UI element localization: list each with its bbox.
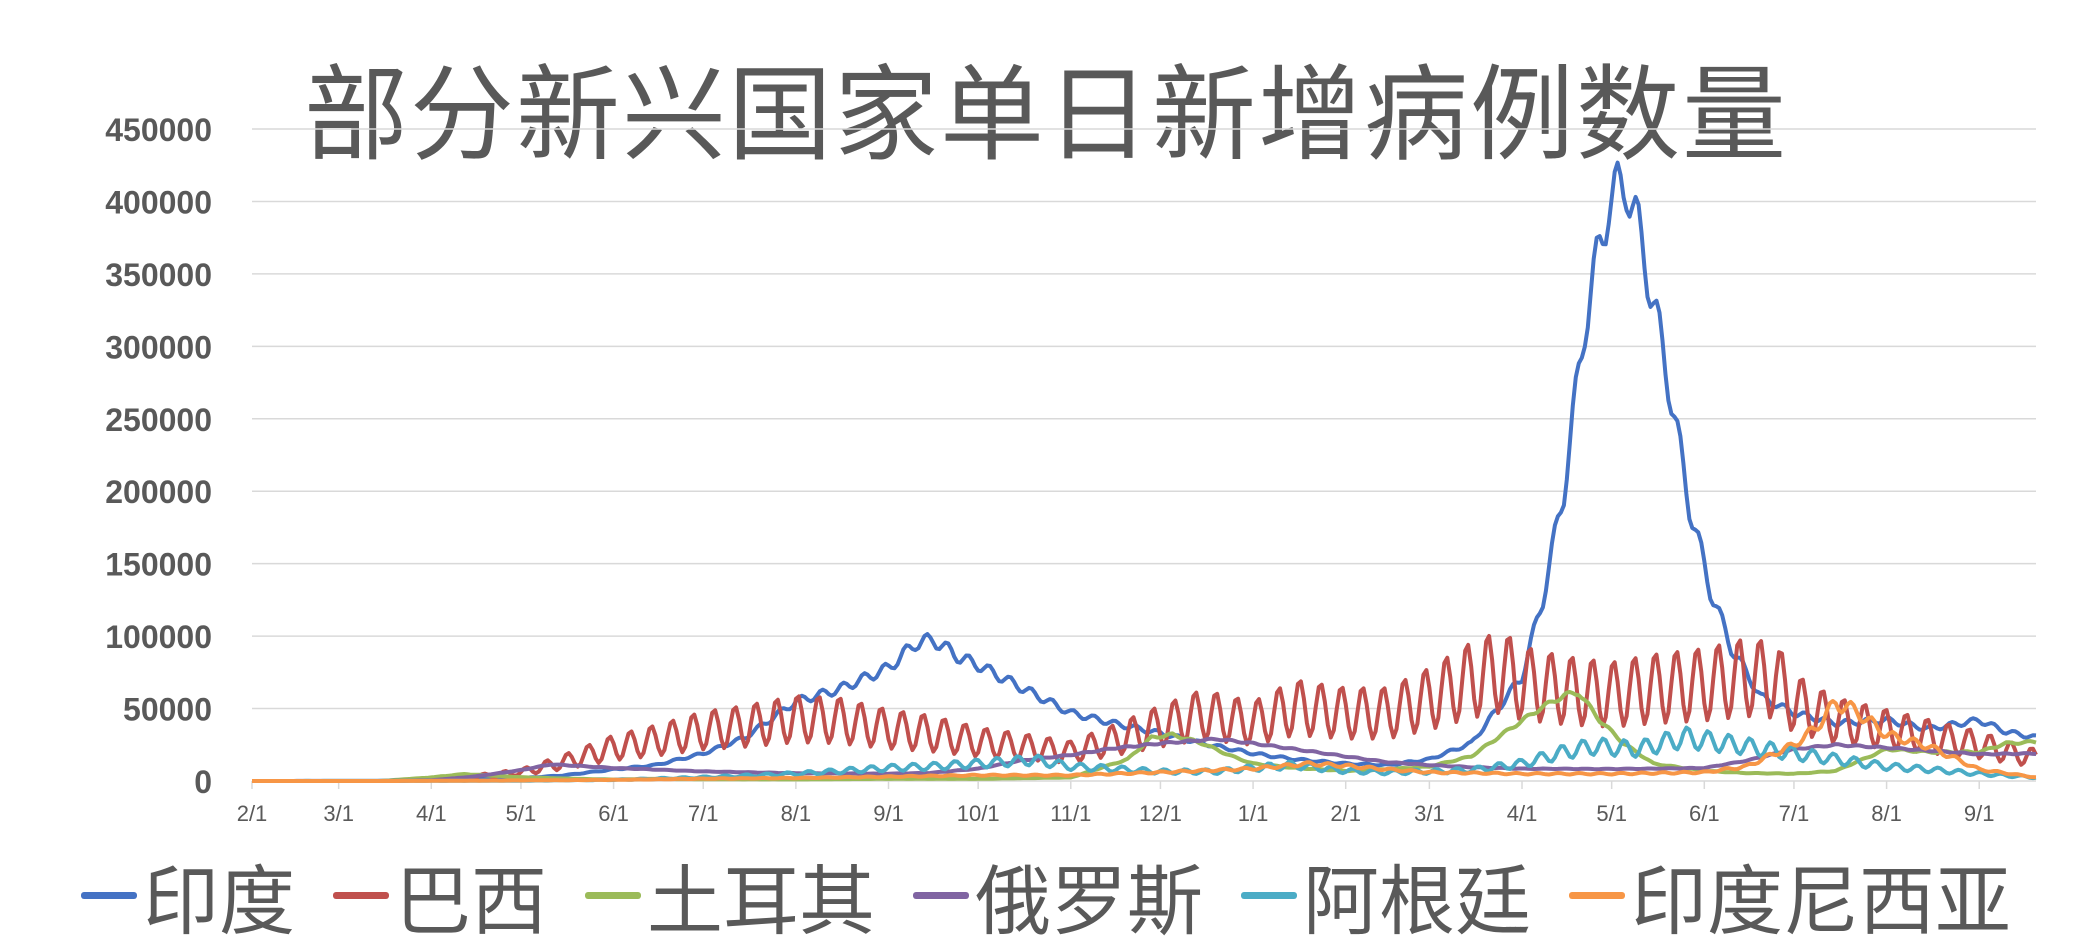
- x-tick-label: 7/1: [1779, 801, 1810, 826]
- x-tick-label: 10/1: [957, 801, 1000, 826]
- chart-title: 部分新兴国家单日新增病例数量: [303, 54, 1788, 176]
- x-tick-label: 9/1: [873, 801, 904, 826]
- legend-swatch: [913, 891, 969, 899]
- y-tick-label: 50000: [123, 692, 212, 728]
- series-line-4: [252, 736, 2037, 783]
- legend-item: 土耳其: [585, 840, 875, 950]
- legend-label: 土耳其: [647, 857, 875, 946]
- y-tick-label: 200000: [105, 474, 212, 510]
- series-line-1: [252, 160, 2037, 783]
- legend-swatch: [1569, 891, 1625, 899]
- y-tick-label: 450000: [105, 112, 212, 148]
- x-tick-label: 6/1: [598, 801, 629, 826]
- gridlines: [252, 128, 2036, 782]
- legend-item: 阿根廷: [1241, 840, 1531, 950]
- x-tick-label: 1/1: [1238, 801, 1269, 826]
- legend-label: 印度尼西亚: [1631, 857, 2011, 946]
- y-axis-ticks: 450000 400000 350000 300000 250000 200000 1500…: [105, 112, 212, 800]
- legend-item: 印度: [81, 840, 295, 950]
- x-tick-label: 8/1: [781, 801, 812, 826]
- x-tick-label: 3/1: [323, 801, 354, 826]
- y-tick-label: 400000: [105, 184, 212, 220]
- legend-swatch: [1241, 891, 1297, 899]
- legend-swatch: [585, 891, 641, 899]
- legend: 印度 巴西 土耳其 俄罗斯 阿根廷 印度尼西亚: [0, 840, 2092, 950]
- x-tick-label: 4/1: [416, 801, 447, 826]
- x-tick-label: 7/1: [688, 801, 719, 826]
- x-tick-label: 4/1: [1507, 801, 1538, 826]
- x-axis-ticks: 2/1 3/1 4/1 5/1 6/1 7/1 8/1 9/1 10/1 11/1 12/1 1/1 2…: [237, 781, 1995, 826]
- x-tick-label: 12/1: [1139, 801, 1182, 826]
- x-tick-label: 2/1: [237, 801, 268, 826]
- y-tick-label: 150000: [105, 547, 212, 583]
- y-tick-label: 0: [194, 764, 212, 800]
- series-lines: [252, 160, 2038, 783]
- legend-label: 印度: [143, 857, 295, 946]
- y-tick-label: 250000: [105, 402, 212, 438]
- legend-item: 印度尼西亚: [1569, 840, 2011, 950]
- legend-swatch: [81, 891, 137, 899]
- x-tick-label: 6/1: [1689, 801, 1720, 826]
- y-tick-label: 350000: [105, 257, 212, 293]
- legend-label: 俄罗斯: [975, 857, 1203, 946]
- legend-label: 阿根廷: [1303, 857, 1531, 946]
- series-line-6: [252, 699, 2037, 783]
- x-tick-label: 2/1: [1330, 801, 1361, 826]
- x-tick-label: 5/1: [506, 801, 537, 826]
- x-tick-label: 5/1: [1596, 801, 1627, 826]
- legend-swatch: [333, 891, 389, 899]
- legend-item: 俄罗斯: [913, 840, 1203, 950]
- y-tick-label: 300000: [105, 329, 212, 365]
- x-tick-label: 3/1: [1414, 801, 1445, 826]
- y-tick-label: 100000: [105, 619, 212, 655]
- x-tick-label: 9/1: [1964, 801, 1995, 826]
- x-tick-label: 11/1: [1050, 801, 1091, 826]
- legend-label: 巴西: [395, 857, 547, 946]
- legend-item: 巴西: [333, 840, 547, 950]
- x-tick-label: 8/1: [1871, 801, 1902, 826]
